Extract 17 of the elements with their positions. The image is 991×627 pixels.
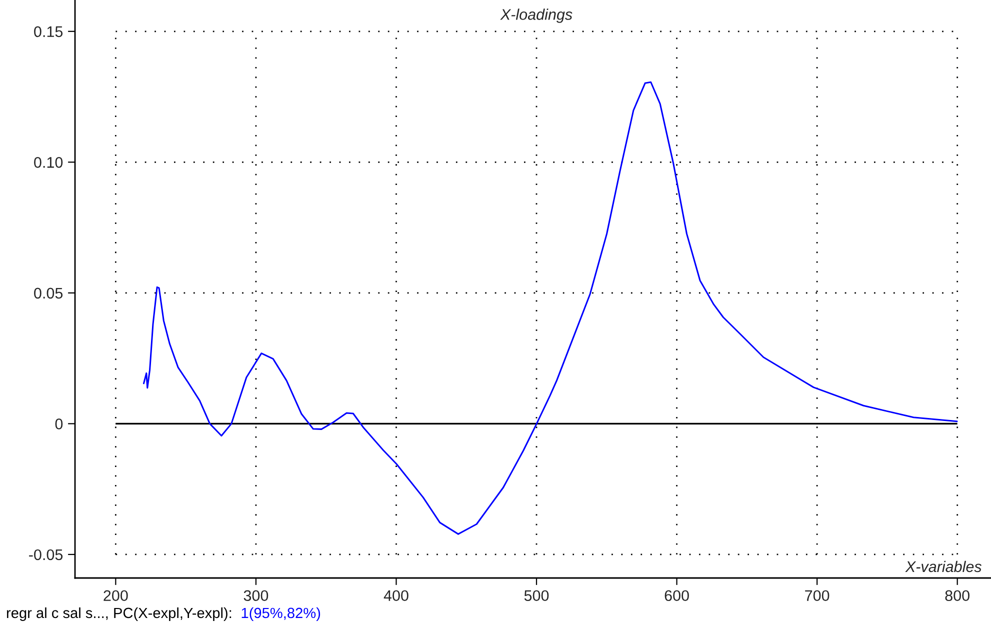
x-axis-title: X-variables [905, 560, 982, 572]
y-tick-label: 0.10 [34, 157, 63, 168]
y-tick-label: -0.05 [29, 549, 63, 560]
y-tick-label: 0.05 [34, 288, 63, 299]
y-tick-label: 0 [55, 418, 63, 430]
x-tick-label: 300 [244, 590, 268, 602]
text: 1(95%,82%) [242, 607, 320, 621]
line-series [142, 81, 958, 535]
x-tick-label: 600 [664, 590, 689, 602]
text: X-loadings [500, 8, 572, 23]
text: regr al c sal s..., PC(X-expl,Y-expl): [6, 607, 232, 621]
y-tick-label: 0.15 [34, 26, 63, 38]
x-tick-label: 700 [805, 590, 830, 602]
x-tick-label: 500 [524, 590, 549, 602]
x-tick-label: 800 [945, 590, 970, 602]
x-tick-label: 400 [384, 590, 408, 602]
x-tick-label: 200 [104, 590, 128, 602]
